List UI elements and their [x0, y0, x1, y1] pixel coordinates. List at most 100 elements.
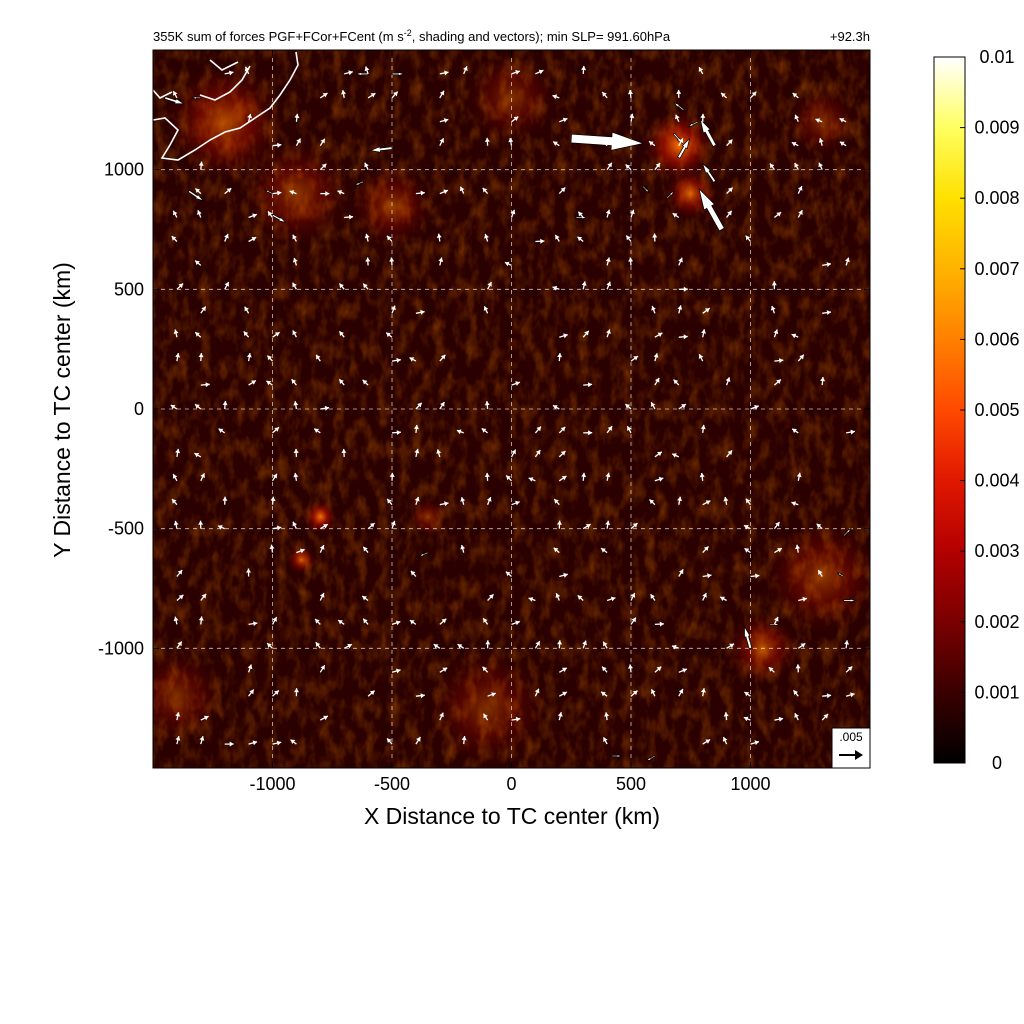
small-vector-head: [672, 453, 677, 458]
small-vector-head: [389, 472, 395, 477]
small-vector-head: [794, 114, 800, 120]
small-vector-head: [175, 712, 181, 717]
small-vector-head: [292, 234, 297, 240]
small-vector-head: [222, 496, 228, 501]
small-vector-head: [296, 138, 301, 144]
small-vector-head: [754, 405, 759, 410]
small-vector-head: [773, 329, 779, 335]
small-vector-head: [417, 402, 422, 408]
small-vector-head: [588, 430, 593, 436]
small-vector-head: [364, 162, 369, 168]
small-vector-head: [658, 476, 664, 482]
small-vector-head: [171, 236, 177, 241]
small-vector-head: [289, 190, 295, 195]
force-vector: [665, 190, 676, 200]
colorbar-tick-label: 0: [992, 753, 1002, 773]
small-vector-head: [218, 428, 224, 433]
force-vector: [744, 625, 753, 650]
small-vector-head: [563, 333, 568, 339]
small-vector-head: [173, 91, 178, 96]
force-vector: [641, 185, 650, 194]
small-vector-head: [482, 187, 488, 193]
small-vector-head: [409, 620, 415, 625]
small-vector-head: [396, 668, 401, 674]
small-vector-head: [681, 404, 686, 409]
small-vector-head: [439, 90, 445, 96]
small-vector-head: [319, 593, 325, 598]
small-vector-head: [199, 736, 205, 741]
small-vector-head: [444, 70, 449, 76]
small-vector-head: [266, 380, 272, 386]
small-vector-head: [585, 524, 591, 529]
small-vector-head: [723, 497, 729, 502]
force-vector: [672, 101, 685, 111]
small-vector-head: [818, 138, 824, 143]
small-vector-head: [601, 548, 606, 553]
small-vector-head: [195, 404, 200, 409]
x-tick-label: -500: [374, 774, 410, 794]
small-vector-head: [777, 548, 782, 553]
small-vector-head: [272, 617, 277, 622]
small-vector-head: [484, 401, 490, 406]
small-vector-head: [755, 573, 760, 579]
small-vector-head: [560, 426, 566, 432]
small-vector-head: [744, 692, 750, 697]
small-vector-head: [363, 546, 368, 552]
small-vector-head: [677, 305, 683, 310]
small-vector-head: [845, 257, 850, 263]
force-vector: [353, 180, 365, 186]
small-vector-head: [274, 427, 279, 432]
force-vector: [191, 96, 202, 100]
small-vector-head: [610, 596, 616, 602]
small-vector-head: [655, 163, 660, 168]
small-vector-head: [362, 596, 367, 601]
small-vector-head: [203, 715, 209, 721]
small-vector-head: [177, 641, 182, 647]
small-vector-head: [252, 213, 257, 219]
small-vector-head: [363, 618, 368, 624]
force-vector: [570, 131, 645, 151]
small-vector-head: [582, 640, 587, 646]
small-vector-head: [655, 377, 660, 383]
small-vector-head: [554, 499, 559, 504]
force-vectors: [164, 65, 858, 762]
force-vector: [575, 215, 589, 220]
force-vector: [842, 527, 852, 537]
small-vector-head: [440, 354, 446, 360]
small-vector-head: [651, 306, 656, 311]
small-vector-head: [267, 355, 272, 361]
small-vector-head: [769, 163, 775, 169]
small-vector-head: [323, 715, 328, 721]
colorbar-tick-label: 0.009: [974, 118, 1019, 138]
small-vector-head: [386, 332, 391, 338]
small-vector-head: [700, 424, 706, 430]
small-vector-head: [678, 138, 684, 144]
small-vector-head: [815, 118, 821, 123]
small-vector-head: [672, 644, 677, 650]
small-vector-head: [607, 426, 613, 431]
small-vector-head: [483, 618, 488, 623]
y-tick-label: 1000: [104, 160, 144, 180]
small-vector-head: [441, 618, 447, 624]
small-vector-head: [506, 475, 511, 481]
small-vector-head: [251, 380, 256, 385]
small-vector-head: [460, 545, 466, 550]
colorbar-tick-label: 0.001: [974, 682, 1019, 702]
small-vector-head: [173, 210, 178, 216]
small-vector-head: [553, 141, 558, 146]
small-vector-head: [268, 211, 273, 217]
small-vector-head: [555, 593, 561, 598]
small-vector-head: [175, 353, 181, 358]
small-vector-head: [292, 257, 298, 263]
small-vector-head: [433, 644, 439, 649]
small-vector-head: [702, 593, 707, 598]
small-vector-head: [413, 424, 419, 430]
small-vector-head: [274, 332, 280, 337]
small-vector-head: [728, 187, 733, 193]
y-axis-label: Y Distance to TC center (km): [49, 262, 75, 558]
reference-vector-label: .005: [839, 730, 863, 744]
small-vector-head: [745, 235, 751, 241]
small-vector-head: [631, 617, 636, 623]
small-vector-head: [395, 620, 401, 626]
small-vector-head: [396, 357, 401, 363]
